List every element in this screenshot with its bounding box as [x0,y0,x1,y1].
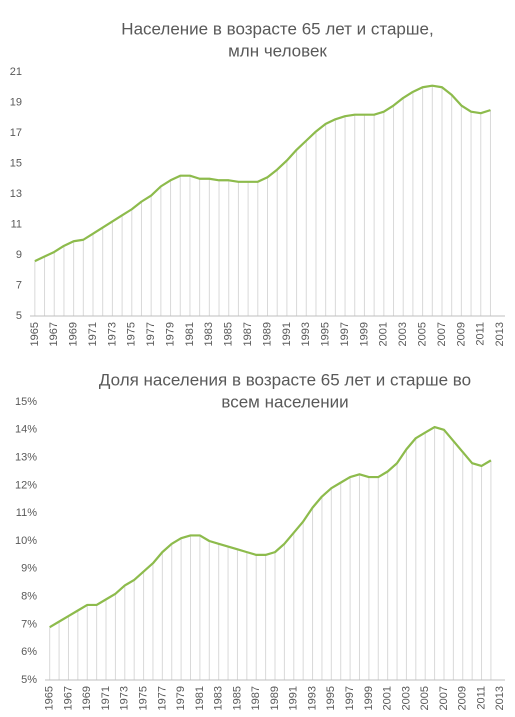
y-tick-label: 5% [21,674,37,686]
y-tick-label: 9 [16,249,22,261]
x-tick-label: 2013 [494,686,506,710]
x-tick-label: 1997 [344,686,356,710]
x-tick-label: 2009 [457,686,469,710]
x-tick-label: 1975 [137,686,149,710]
x-tick-label: 1975 [126,322,138,346]
chart-title: млн человек [228,41,327,60]
y-tick-label: 12% [15,479,37,491]
y-tick-label: 11% [16,507,37,519]
x-tick-label: 1987 [250,686,262,710]
x-tick-label: 1973 [106,322,118,346]
x-tick-label: 1999 [358,322,370,346]
x-tick-label: 2011 [475,686,487,710]
y-tick-label: 15 [10,157,22,169]
y-tick-label: 7 [16,279,22,291]
x-tick-label: 1997 [339,322,351,346]
x-tick-label: 2005 [417,322,429,346]
x-tick-label: 1985 [223,322,235,346]
y-tick-label: 11 [11,218,22,230]
x-tick-label: 1971 [100,686,112,710]
x-tick-label: 1991 [281,322,293,346]
x-tick-label: 2007 [438,686,450,710]
x-tick-label: 1983 [213,686,225,710]
x-tick-label: 1981 [184,322,196,346]
y-tick-label: 8% [21,591,37,603]
x-tick-label: 1995 [325,686,337,710]
x-tick-label: 1979 [175,686,187,710]
y-tick-label: 14% [15,424,37,436]
y-tick-label: 21 [10,66,22,78]
x-tick-label: 1993 [300,322,312,346]
y-tick-label: 19 [10,96,22,108]
series-line [49,425,492,629]
x-tick-label: 1989 [269,686,281,710]
x-tick-label: 1987 [242,322,254,346]
y-tick-label: 15% [15,396,37,408]
x-tick-label: 1969 [81,686,93,710]
x-tick-label: 1977 [156,686,168,710]
x-tick-label: 1981 [194,686,206,710]
x-tick-label: 2007 [436,322,448,346]
x-tick-label: 2001 [378,322,390,346]
x-tick-label: 1977 [145,322,157,346]
x-tick-label: 1989 [261,322,273,346]
x-tick-label: 2003 [400,686,412,710]
x-tick-label: 2003 [397,322,409,346]
x-tick-label: 2005 [419,686,431,710]
y-tick-label: 13% [15,452,37,464]
x-tick-label: 1983 [203,322,215,346]
y-tick-label: 10% [15,535,37,547]
x-tick-label: 1979 [164,322,176,346]
y-tick-label: 6% [21,646,37,658]
y-tick-label: 13 [10,188,22,200]
x-tick-label: 1971 [87,322,99,346]
chart-title: Население в возрасте 65 лет и старше, [121,19,433,38]
x-tick-label: 1993 [306,686,318,710]
y-tick-label: 7% [21,618,37,630]
x-tick-label: 2001 [382,686,394,710]
x-tick-label: 2009 [455,322,467,346]
x-tick-label: 1965 [44,686,56,710]
x-tick-label: 1973 [119,686,131,710]
x-tick-label: 1965 [29,322,41,346]
y-tick-label: 5 [16,310,22,322]
x-tick-label: 2011 [475,322,487,346]
x-tick-label: 1991 [288,686,300,710]
chart-title: Доля населения в возрасте 65 лет и старш… [99,370,471,389]
x-tick-label: 1995 [320,322,332,346]
y-tick-label: 9% [21,563,37,575]
series-line [34,84,491,263]
x-tick-label: 2013 [494,322,506,346]
chart-title: всем населении [221,392,348,411]
y-tick-label: 17 [10,127,22,139]
x-tick-label: 1969 [68,322,80,346]
x-tick-label: 1985 [231,686,243,710]
x-tick-label: 1999 [363,686,375,710]
x-tick-label: 1967 [48,322,60,346]
x-tick-label: 1967 [62,686,74,710]
